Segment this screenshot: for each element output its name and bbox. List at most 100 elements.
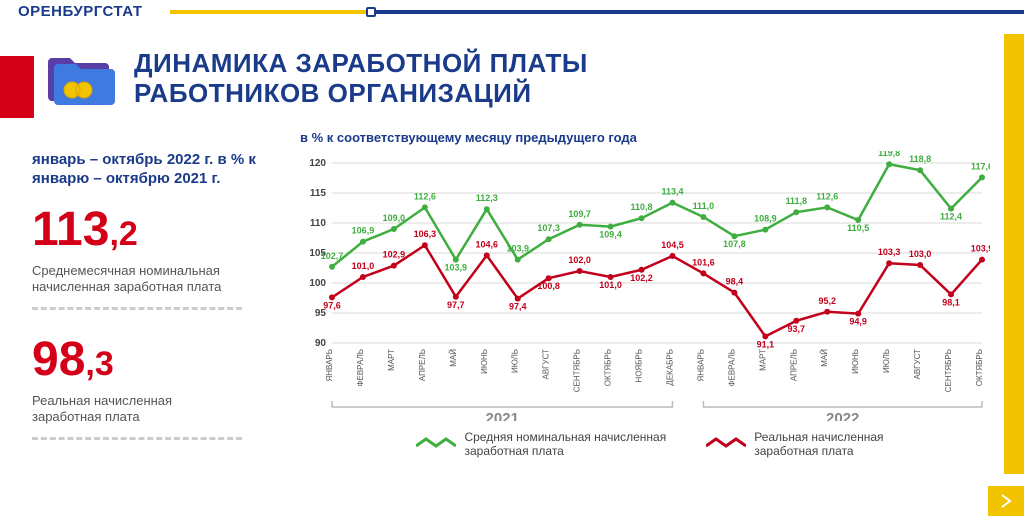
nominal-value: 113,2 xyxy=(32,202,292,257)
svg-text:103,9: 103,9 xyxy=(506,244,529,254)
svg-text:104,6: 104,6 xyxy=(475,239,498,249)
svg-text:ИЮЛЬ: ИЮЛЬ xyxy=(511,349,520,373)
svg-text:102,9: 102,9 xyxy=(383,250,406,260)
svg-text:102,7: 102,7 xyxy=(321,251,344,261)
period-label: январь – октябрь 2022 г. в % к январю – … xyxy=(32,150,292,188)
svg-text:115: 115 xyxy=(310,188,327,199)
accent-red-bar xyxy=(0,56,34,118)
svg-text:ДЕКАБРЬ: ДЕКАБРЬ xyxy=(665,349,674,386)
svg-text:112,6: 112,6 xyxy=(816,191,838,201)
svg-text:МАРТ: МАРТ xyxy=(387,349,396,371)
svg-text:97,6: 97,6 xyxy=(323,300,341,310)
svg-text:98,1: 98,1 xyxy=(942,297,960,307)
legend-label: Средняя номинальная начисленнаязаработна… xyxy=(464,430,666,458)
svg-text:90: 90 xyxy=(315,338,327,349)
svg-text:101,0: 101,0 xyxy=(352,261,375,271)
legend-item-nominal: Средняя номинальная начисленнаязаработна… xyxy=(416,430,666,458)
svg-text:108,9: 108,9 xyxy=(754,214,777,224)
title-line2: РАБОТНИКОВ ОРГАНИЗАЦИЙ xyxy=(134,78,532,108)
svg-text:98,4: 98,4 xyxy=(726,277,744,287)
svg-text:112,3: 112,3 xyxy=(476,193,498,203)
svg-text:110: 110 xyxy=(310,218,327,229)
chart-legend: Средняя номинальная начисленнаязаработна… xyxy=(300,430,1000,458)
svg-text:106,3: 106,3 xyxy=(414,229,437,239)
svg-text:119,8: 119,8 xyxy=(878,151,900,158)
legend-item-real: Реальная начисленнаязаработная плата xyxy=(706,430,883,458)
svg-text:112,4: 112,4 xyxy=(940,212,962,222)
line-chart: 9095100105110115120ЯНВАРЬФЕВРАЛЬМАРТАПРЕ… xyxy=(300,151,990,421)
svg-text:ФЕВРАЛЬ: ФЕВРАЛЬ xyxy=(356,349,365,387)
svg-text:95,2: 95,2 xyxy=(818,296,836,306)
accent-yellow-bar xyxy=(1004,34,1024,474)
svg-text:ИЮЛЬ: ИЮЛЬ xyxy=(882,349,891,373)
chevron-right-icon xyxy=(999,494,1013,508)
svg-text:103,9: 103,9 xyxy=(445,263,468,273)
svg-text:МАРТ: МАРТ xyxy=(758,349,767,371)
title-line1: ДИНАМИКА ЗАРАБОТНОЙ ПЛАТЫ xyxy=(134,48,588,78)
svg-text:АПРЕЛЬ: АПРЕЛЬ xyxy=(789,349,798,381)
svg-text:ЯНВАРЬ: ЯНВАРЬ xyxy=(696,349,705,382)
nominal-label: Среднемесячная номинальная начисленная з… xyxy=(32,263,292,295)
real-value: 98,3 xyxy=(32,332,292,387)
svg-text:107,3: 107,3 xyxy=(537,223,560,233)
svg-text:111,0: 111,0 xyxy=(693,201,715,211)
svg-text:112,6: 112,6 xyxy=(414,191,436,201)
svg-text:100,8: 100,8 xyxy=(537,281,560,291)
svg-text:ИЮНЬ: ИЮНЬ xyxy=(480,349,489,374)
svg-text:ЯНВАРЬ: ЯНВАРЬ xyxy=(325,349,334,382)
chart-area: в % к соответствующему месяцу предыдущег… xyxy=(300,130,1000,460)
svg-text:ФЕВРАЛЬ: ФЕВРАЛЬ xyxy=(727,349,736,387)
svg-text:109,4: 109,4 xyxy=(599,230,622,240)
svg-text:МАЙ: МАЙ xyxy=(820,349,829,367)
brand-label: ОРЕНБУРГСТАТ xyxy=(18,3,142,20)
svg-text:АПРЕЛЬ: АПРЕЛЬ xyxy=(418,349,427,381)
next-button[interactable] xyxy=(988,486,1024,516)
svg-text:НОЯБРЬ: НОЯБРЬ xyxy=(635,349,644,382)
svg-text:102,2: 102,2 xyxy=(630,273,653,283)
svg-text:103,9: 103,9 xyxy=(971,244,990,254)
svg-text:103,0: 103,0 xyxy=(909,249,932,259)
svg-text:СЕНТЯБРЬ: СЕНТЯБРЬ xyxy=(944,349,953,392)
svg-text:109,7: 109,7 xyxy=(568,209,591,219)
svg-text:113,4: 113,4 xyxy=(661,187,683,197)
svg-text:102,0: 102,0 xyxy=(568,255,591,265)
svg-text:111,8: 111,8 xyxy=(786,196,808,206)
svg-text:110,8: 110,8 xyxy=(631,202,653,212)
svg-text:118,8: 118,8 xyxy=(909,154,931,164)
svg-text:104,5: 104,5 xyxy=(661,240,684,250)
svg-text:97,4: 97,4 xyxy=(509,302,527,312)
svg-text:93,7: 93,7 xyxy=(788,324,806,334)
divider xyxy=(32,307,242,310)
legend-swatch xyxy=(706,436,746,453)
svg-text:97,7: 97,7 xyxy=(447,300,465,310)
svg-text:МАЙ: МАЙ xyxy=(449,349,458,367)
svg-text:120: 120 xyxy=(309,158,326,169)
svg-text:ОКТЯБРЬ: ОКТЯБРЬ xyxy=(975,349,984,386)
page-title: ДИНАМИКА ЗАРАБОТНОЙ ПЛАТЫ РАБОТНИКОВ ОРГ… xyxy=(134,48,588,108)
legend-label: Реальная начисленнаязаработная плата xyxy=(754,430,883,458)
svg-text:ОКТЯБРЬ: ОКТЯБРЬ xyxy=(604,349,613,386)
header-divider xyxy=(170,10,1024,14)
svg-text:СЕНТЯБРЬ: СЕНТЯБРЬ xyxy=(573,349,582,392)
svg-text:94,9: 94,9 xyxy=(849,317,867,327)
chart-subtitle: в % к соответствующему месяцу предыдущег… xyxy=(300,130,1000,145)
left-metrics: январь – октябрь 2022 г. в % к январю – … xyxy=(32,150,292,462)
svg-text:107,8: 107,8 xyxy=(723,239,746,249)
svg-text:2021: 2021 xyxy=(486,410,519,421)
divider xyxy=(32,437,242,440)
svg-text:100: 100 xyxy=(309,278,326,289)
svg-text:106,9: 106,9 xyxy=(352,226,375,236)
svg-text:117,6: 117,6 xyxy=(971,161,990,171)
svg-text:ИЮНЬ: ИЮНЬ xyxy=(851,349,860,374)
legend-swatch xyxy=(416,436,456,453)
svg-text:101,6: 101,6 xyxy=(692,257,715,267)
real-label: Реальная начисленная заработная плата xyxy=(32,393,292,425)
svg-text:2022: 2022 xyxy=(826,410,859,421)
svg-text:103,3: 103,3 xyxy=(878,247,901,257)
svg-text:101,0: 101,0 xyxy=(599,280,622,290)
svg-text:109,0: 109,0 xyxy=(383,213,406,223)
header-bar: ОРЕНБУРГСТАТ xyxy=(0,0,1024,22)
folder-icon xyxy=(46,48,120,113)
svg-text:АВГУСТ: АВГУСТ xyxy=(542,349,551,380)
svg-text:110,5: 110,5 xyxy=(847,223,869,233)
